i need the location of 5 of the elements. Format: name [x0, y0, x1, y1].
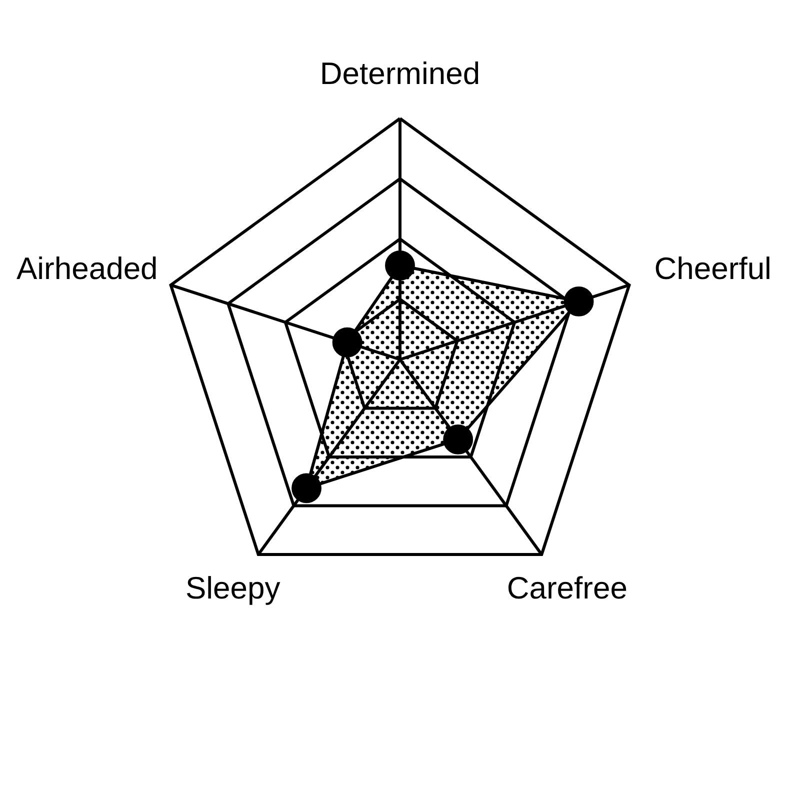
spoke-label: Determined	[320, 56, 480, 92]
spoke-label: Carefree	[506, 570, 628, 606]
spoke-label: Cheerful	[654, 250, 772, 286]
spoke-label: Sleepy	[185, 570, 281, 606]
spoke-label: Airheaded	[16, 250, 158, 286]
